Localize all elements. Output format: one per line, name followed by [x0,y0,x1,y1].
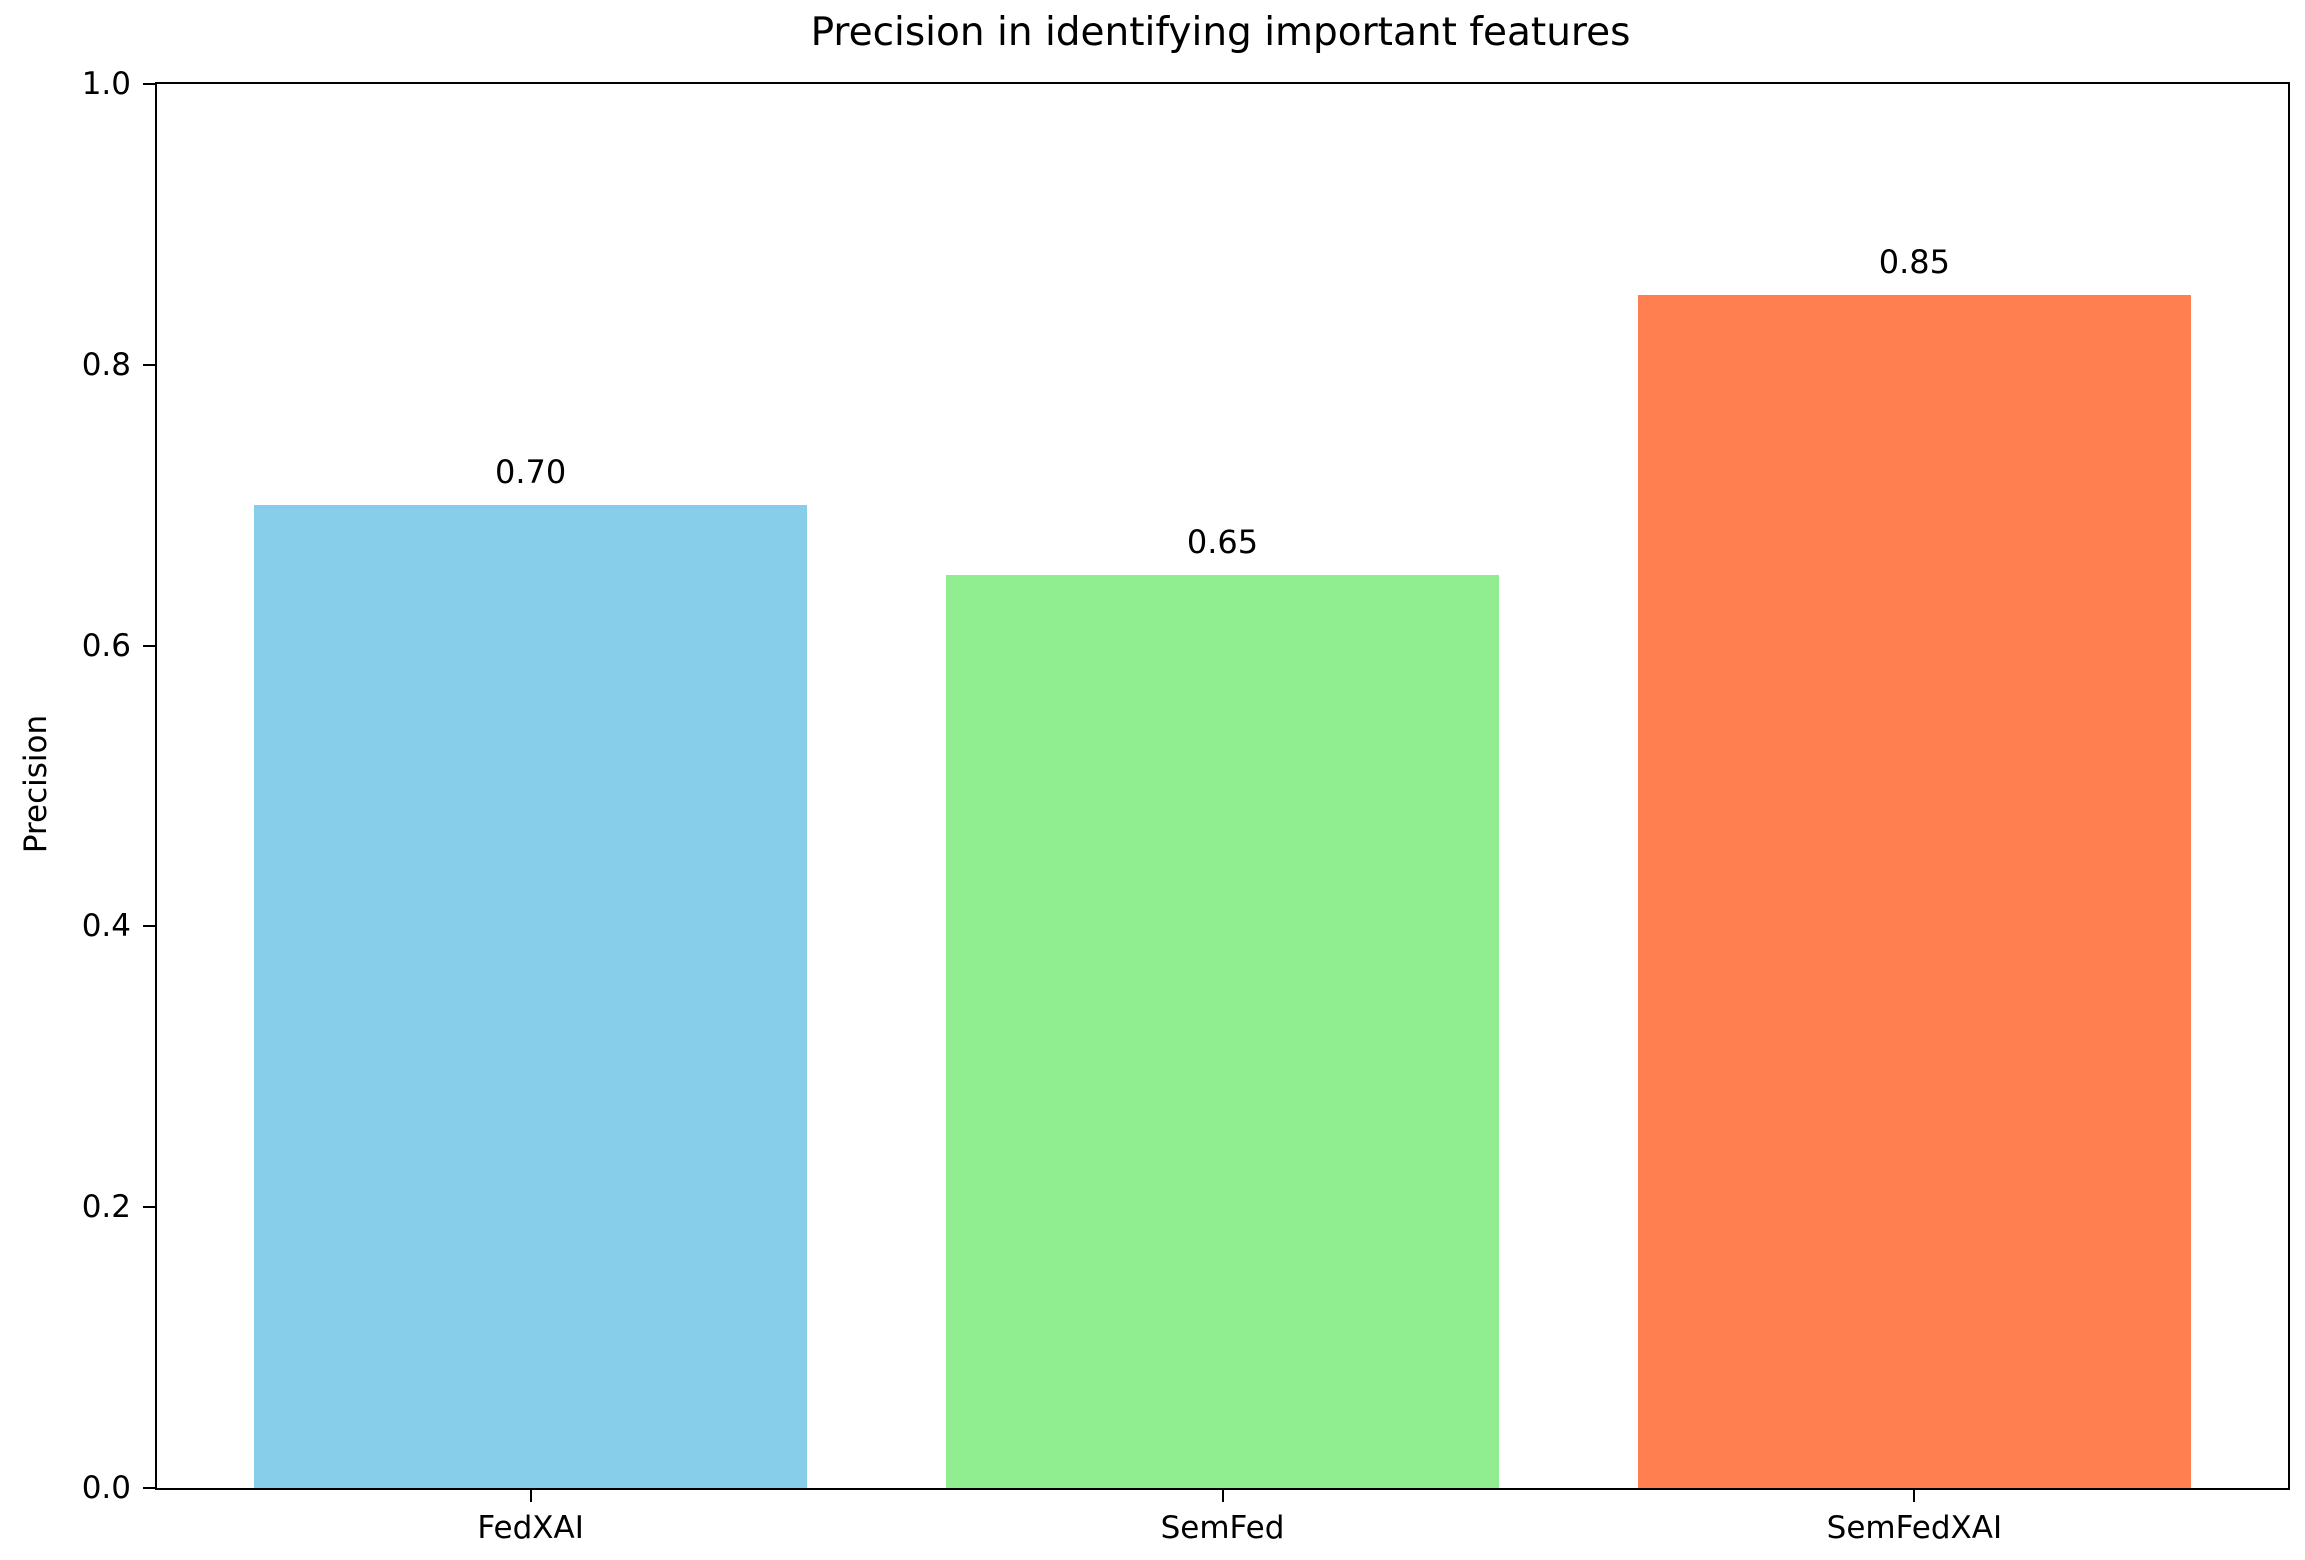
y-tick-label: 1.0 [81,66,131,102]
x-tick-mark [529,1488,532,1502]
y-tick-label: 0.6 [81,627,131,664]
x-tick-label: SemFed [1160,1510,1285,1546]
y-tick-mark [143,1206,157,1209]
bar [945,575,1500,1488]
x-tick-label: FedXAI [477,1510,584,1546]
y-axis-label: Precision [18,714,54,854]
y-tick-label: 0.2 [81,1189,131,1226]
bar [253,505,808,1488]
bar-value-label: 0.85 [1878,242,1950,281]
bar [1637,294,2192,1488]
y-tick-mark [143,644,157,647]
y-tick-label: 0.8 [81,346,131,383]
x-tick-mark [1221,1488,1224,1502]
x-tick-label: SemFedXAI [1826,1510,2003,1546]
y-tick-mark [143,363,157,366]
y-tick-mark [143,925,157,928]
chart-title: Precision in identifying important featu… [810,10,1631,55]
y-tick-label: 0.0 [81,1470,131,1506]
y-tick-mark [143,1487,157,1489]
y-tick-mark [143,83,157,85]
bar-value-label: 0.65 [1186,523,1259,562]
x-tick-mark [1913,1488,1916,1502]
bar-value-label: 0.70 [494,453,567,492]
y-tick-label: 0.4 [81,908,131,945]
plot-area: 0.0 0.2 0.4 0.6 0.8 1.0 0.70 FedXAI 0.65 SemFed 0.… [82,66,2290,1546]
